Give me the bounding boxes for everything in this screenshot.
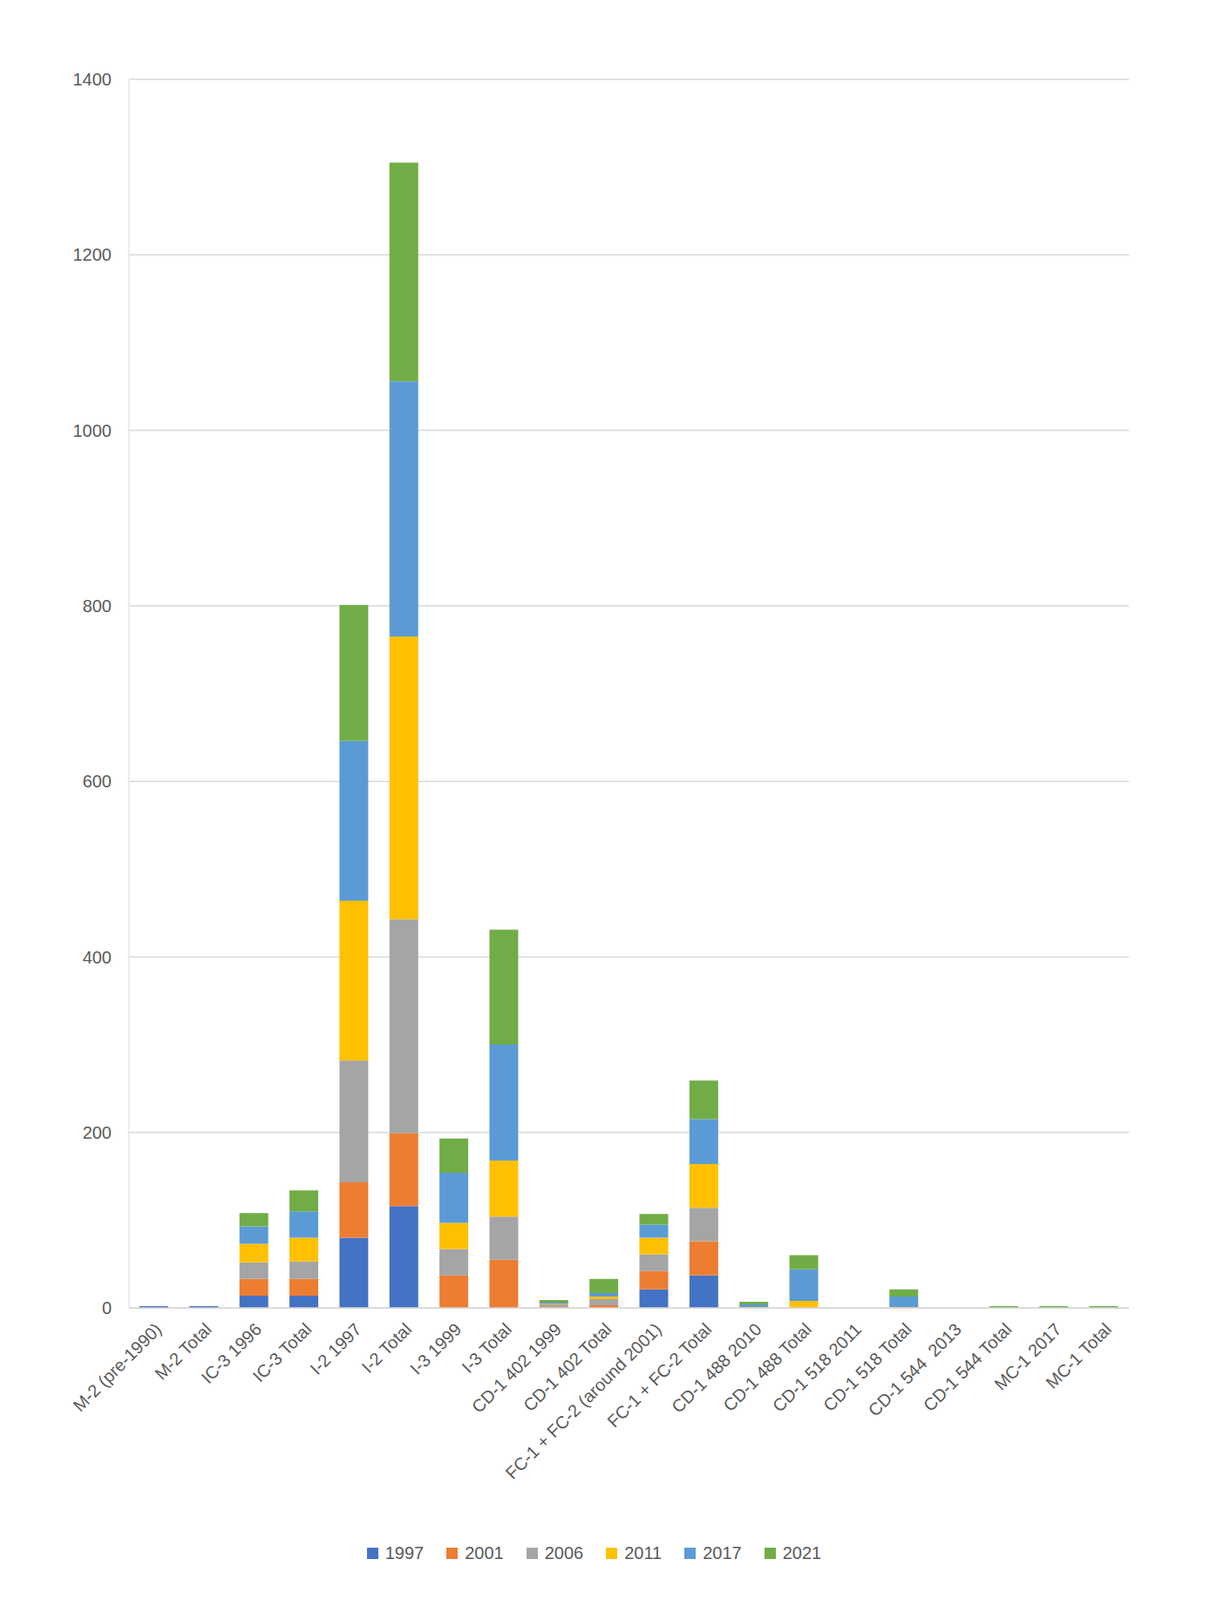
svg-text:IC-3 Total: IC-3 Total xyxy=(249,1318,316,1386)
svg-text:CD-1 402 1999: CD-1 402 1999 xyxy=(468,1318,565,1416)
svg-text:CD-1 402 Total: CD-1 402 Total xyxy=(519,1318,616,1415)
svg-text:0: 0 xyxy=(101,1298,112,1318)
html-text:2006: 2006 xyxy=(544,1543,584,1563)
svg-text:800: 800 xyxy=(82,596,112,616)
svg-text:1000: 1000 xyxy=(73,421,113,441)
svg-text:200: 200 xyxy=(82,1122,112,1143)
svg-text:FC-1 + FC-2 Total: FC-1 + FC-2 Total xyxy=(603,1319,716,1431)
svg-text:I-3 Total: I-3 Total xyxy=(457,1319,516,1377)
svg-text:600: 600 xyxy=(82,771,112,791)
svg-text:CD-1 488 2010: CD-1 488 2010 xyxy=(667,1318,765,1416)
svg-text:CD-1 544 Total: CD-1 544 Total xyxy=(919,1318,1016,1415)
svg-text:IC-3 1996: IC-3 1996 xyxy=(197,1319,266,1387)
svg-text:CD-1 544 2013: CD-1 544 2013 xyxy=(864,1318,966,1420)
html-text:1997: 1997 xyxy=(385,1543,424,1563)
svg-text:I-3 1999: I-3 1999 xyxy=(406,1318,465,1378)
svg-text:I-2 1997: I-2 1997 xyxy=(305,1318,365,1378)
svg-text:CD-1 488 Total: CD-1 488 Total xyxy=(719,1318,816,1415)
svg-text:FC-1 + FC-2 (around 2001): FC-1 + FC-2 (around 2001) xyxy=(501,1319,666,1483)
svg-text:MC-1 2017: MC-1 2017 xyxy=(990,1319,1066,1394)
html-text:2001: 2001 xyxy=(464,1543,504,1563)
html-text:2017: 2017 xyxy=(702,1543,742,1563)
svg-text:CD-1 518 Total: CD-1 518 Total xyxy=(819,1318,916,1415)
svg-text:CD-1 518 2011: CD-1 518 2011 xyxy=(768,1318,865,1415)
svg-text:M-2 Total: M-2 Total xyxy=(151,1319,216,1384)
svg-text:MC-1 Total: MC-1 Total xyxy=(1041,1318,1115,1393)
svg-text:I-2 Total: I-2 Total xyxy=(358,1318,416,1377)
html-text:2011: 2011 xyxy=(624,1543,662,1563)
svg-text:1200: 1200 xyxy=(73,244,113,265)
svg-text:M-2 (pre-1990): M-2 (pre-1990) xyxy=(69,1318,166,1415)
svg-text:400: 400 xyxy=(82,947,112,967)
svg-text:1400: 1400 xyxy=(73,69,113,89)
html-text:2021: 2021 xyxy=(782,1543,822,1563)
